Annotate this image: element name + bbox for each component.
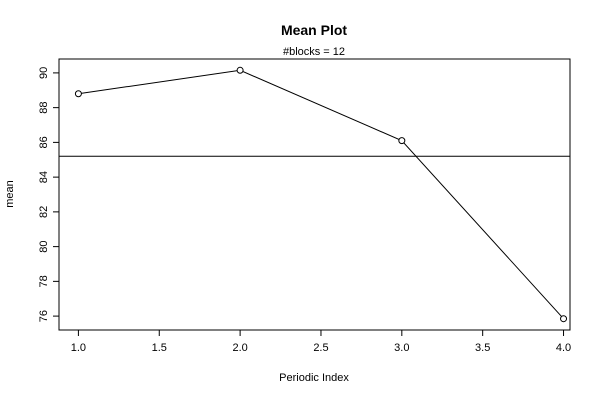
x-axis: 1.0 1.5 2.0 2.5 3.0 3.5 4.0	[71, 329, 571, 354]
x-tick-label: 3.0	[394, 342, 409, 354]
mean-point	[560, 315, 568, 323]
y-tick-label: 86	[38, 136, 50, 148]
x-tick-label: 1.5	[152, 342, 167, 354]
y-tick-label: 84	[38, 171, 50, 183]
x-tick-label: 3.5	[475, 342, 490, 354]
y-tick-label: 80	[38, 240, 50, 252]
chart-subtitle: #blocks = 12	[283, 46, 345, 58]
y-tick-label: 78	[38, 275, 50, 287]
chart-title: Mean Plot	[281, 22, 347, 38]
y-tick-label: 90	[38, 67, 50, 79]
x-tick-label: 1.0	[71, 342, 86, 354]
x-tick-label: 4.0	[556, 342, 571, 354]
y-tick-label: 88	[38, 102, 50, 114]
y-tick-label: 82	[38, 206, 50, 218]
mean-point	[398, 137, 406, 145]
plot-frame	[58, 58, 571, 331]
mean-point	[236, 66, 244, 74]
x-tick-label: 2.0	[232, 342, 247, 354]
y-tick-label: 76	[38, 310, 50, 322]
y-axis-label: mean	[4, 180, 16, 208]
mean-point	[74, 90, 82, 98]
y-axis: 76 78 80 82 84 86 88 90	[38, 67, 60, 322]
x-tick-label: 2.5	[313, 342, 328, 354]
mean-points	[74, 66, 568, 323]
x-axis-label: Periodic Index	[279, 372, 349, 384]
mean-series-line	[78, 69, 564, 320]
